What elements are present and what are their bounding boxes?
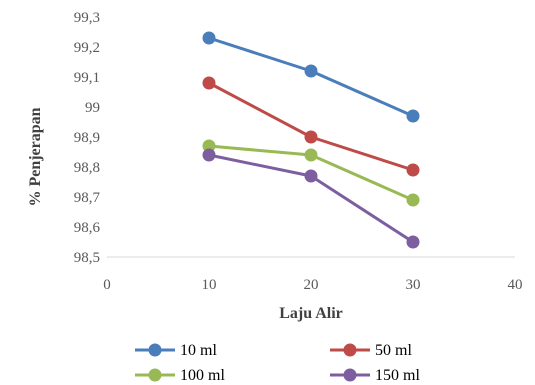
y-tick-label: 99,1 <box>74 70 100 86</box>
y-tick-label: 98,8 <box>74 160 100 176</box>
y-tick-label: 99,3 <box>74 10 100 26</box>
x-tick-label: 20 <box>304 277 319 293</box>
data-point <box>202 31 216 45</box>
series-50-ml <box>202 76 420 177</box>
legend-label: 150 ml <box>375 367 420 384</box>
y-tick-label: 98,9 <box>74 130 100 146</box>
data-point <box>304 148 318 162</box>
data-point <box>202 148 216 162</box>
series-100-ml <box>202 139 420 207</box>
legend-marker <box>343 368 357 382</box>
y-tick-label: 98,5 <box>74 250 100 266</box>
y-tick-label: 99 <box>85 100 100 116</box>
series-line <box>208 153 414 244</box>
x-axis-title: Laju Alir <box>279 305 343 322</box>
y-axis-title: % Penjerapan <box>27 107 44 206</box>
data-point <box>202 139 216 153</box>
legend-item: 100 ml <box>135 367 225 384</box>
series-150-ml <box>202 148 420 249</box>
x-tick-label: 0 <box>103 277 111 293</box>
y-tick-label: 98,7 <box>74 190 101 206</box>
x-axis-ticks: 0 10 20 30 40 <box>103 277 522 293</box>
data-point <box>406 163 420 177</box>
x-tick-label: 40 <box>508 277 523 293</box>
series-10-ml <box>202 31 420 123</box>
legend-item: 150 ml <box>330 367 420 384</box>
series-layer <box>202 31 420 249</box>
x-tick-label: 30 <box>406 277 421 293</box>
legend-marker <box>148 343 162 357</box>
data-point <box>202 76 216 90</box>
legend-label: 50 ml <box>375 342 412 359</box>
data-point <box>406 109 420 123</box>
data-point <box>304 130 318 144</box>
legend: 10 ml 50 ml 100 ml 150 ml <box>135 342 420 384</box>
legend-item: 50 ml <box>330 342 412 359</box>
legend-label: 100 ml <box>180 367 225 384</box>
legend-marker <box>343 343 357 357</box>
data-point <box>304 169 318 183</box>
data-point <box>406 193 420 207</box>
legend-label: 10 ml <box>180 342 217 359</box>
data-point <box>304 64 318 78</box>
data-point <box>406 235 420 249</box>
legend-marker <box>148 368 162 382</box>
legend-item: 10 ml <box>135 342 217 359</box>
y-tick-label: 99,2 <box>74 40 100 56</box>
y-axis-ticks: 98,5 98,6 98,7 98,8 98,9 99 99,1 99,2 99,3 <box>74 10 101 266</box>
y-tick-label: 98,6 <box>74 220 101 236</box>
x-tick-label: 10 <box>202 277 217 293</box>
